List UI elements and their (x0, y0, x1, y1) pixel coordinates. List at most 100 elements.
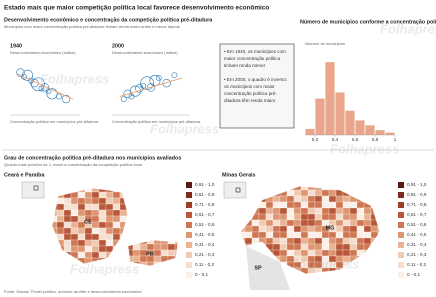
municipality (377, 201, 380, 209)
municipality (52, 257, 58, 264)
map-title: Ceará e Paraíba (4, 172, 45, 178)
municipality (244, 231, 253, 239)
municipality (112, 191, 121, 199)
municipality (91, 233, 100, 241)
municipality (105, 209, 114, 217)
bar (305, 128, 315, 135)
municipality (52, 188, 58, 193)
municipality (272, 243, 281, 251)
point (155, 75, 162, 81)
legend-swatch (186, 212, 192, 218)
legend-label: 0,31 - 0,4 (195, 242, 215, 247)
municipality (126, 191, 128, 199)
municipality (279, 207, 288, 215)
bar (315, 98, 325, 135)
municipality (300, 186, 309, 191)
municipality (240, 273, 246, 274)
municipality (52, 209, 58, 217)
municipality (77, 245, 86, 253)
municipality (272, 237, 281, 245)
municipality (370, 231, 379, 239)
municipality (342, 219, 351, 227)
municipality (272, 207, 281, 215)
x-axis-label: Concentração política em municípios pré-… (112, 119, 201, 124)
municipality (363, 189, 372, 197)
municipality (91, 215, 100, 223)
municipality (174, 240, 178, 245)
municipality (77, 227, 86, 235)
legend-label: 0,81 - 0,9 (195, 192, 215, 197)
municipality (91, 203, 100, 211)
legend-swatch (398, 182, 404, 188)
municipality (63, 239, 72, 247)
municipality (265, 195, 274, 203)
municipality (279, 237, 288, 245)
annotation-line: maior concentração política (224, 56, 281, 61)
point (21, 69, 33, 81)
x-tick-label: 0,8 (372, 137, 379, 142)
municipality (251, 225, 260, 233)
municipality (63, 227, 72, 235)
municipality (105, 245, 114, 253)
municipality (265, 243, 274, 251)
municipality (286, 243, 295, 251)
annotation-line: • Em 2000, o quadro é inverso: (224, 77, 287, 82)
municipality (328, 195, 337, 203)
municipality (328, 213, 337, 221)
municipality (377, 189, 380, 197)
municipality (349, 201, 358, 209)
legend-swatch (186, 272, 192, 278)
annotation-line: os municípios com maior (224, 84, 275, 89)
municipality (321, 201, 330, 209)
municipality (56, 197, 65, 205)
municipality (335, 237, 344, 245)
municipality (314, 225, 323, 233)
point (61, 94, 71, 104)
municipality (63, 197, 72, 205)
municipality (286, 225, 295, 233)
municipality (98, 245, 107, 253)
municipality (258, 225, 267, 233)
municipality (84, 245, 93, 253)
municipality (240, 213, 246, 221)
municipality (335, 249, 344, 257)
municipality (307, 207, 316, 215)
municipality (279, 186, 288, 191)
municipality (356, 231, 365, 239)
municipality (279, 255, 288, 263)
municipality (105, 215, 114, 223)
legend-swatch (398, 202, 404, 208)
municipality (377, 273, 380, 274)
municipality (98, 251, 107, 259)
municipality (370, 243, 379, 251)
title: Estado mais que maior competição polític… (4, 5, 269, 12)
municipality (286, 201, 295, 209)
point (162, 78, 171, 88)
municipality (128, 249, 134, 257)
municipality (240, 243, 246, 251)
municipality (91, 239, 100, 247)
point (46, 88, 58, 100)
municipality (335, 195, 344, 203)
municipality (286, 237, 295, 245)
legend-swatch (186, 222, 192, 228)
municipality (63, 245, 72, 253)
municipality (56, 215, 65, 223)
municipality (52, 191, 58, 199)
municipality (314, 237, 323, 245)
municipality (251, 231, 260, 239)
x-axis-label: Concentração política em municípios pré-… (10, 119, 99, 124)
municipality (335, 273, 344, 274)
municipality (112, 227, 121, 235)
municipality (370, 207, 379, 215)
municipality (363, 225, 372, 233)
municipality (240, 255, 246, 263)
municipality (342, 207, 351, 215)
trend-line (119, 77, 183, 97)
municipality (321, 186, 330, 191)
municipality (363, 261, 372, 269)
bar (355, 120, 365, 135)
municipality (91, 197, 100, 205)
legend-label: 0,61 - 0,7 (407, 212, 427, 217)
municipality (286, 273, 295, 274)
